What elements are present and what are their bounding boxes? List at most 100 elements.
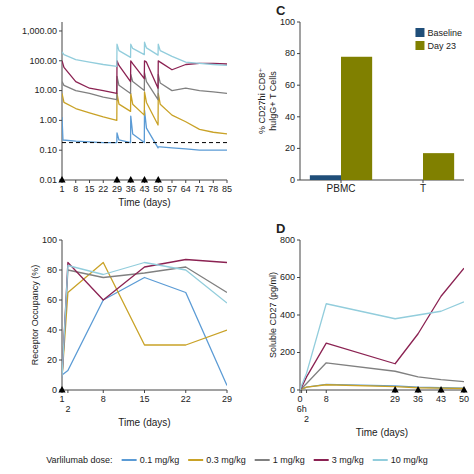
x-tick-label: 29 — [222, 394, 232, 404]
panel: 020406080100PBMCTC% CD27hi CD8⁺hulgG+ T … — [257, 3, 464, 194]
x-tick-label: T — [420, 183, 426, 194]
y-tick-label: 20 — [285, 143, 295, 153]
legend-swatch — [122, 459, 137, 461]
panel: 020040060080006h2829364350DTime (days)So… — [268, 221, 469, 438]
y-tick-label: 0 — [290, 385, 295, 395]
x-tick-label: 0 — [297, 394, 302, 404]
panel: 020406080100128152229Time (days)Receptor… — [30, 235, 232, 428]
x-tick-label: 57 — [167, 184, 177, 194]
y-tick-label: 100 — [42, 235, 57, 245]
y-tick-label: 0 — [52, 385, 57, 395]
dose-marker — [127, 176, 134, 182]
x-axis-label: Time (days) — [356, 427, 408, 438]
x-tick-label: 50 — [153, 184, 163, 194]
legend: BaselineDay 23 — [415, 28, 462, 51]
panel-title: C — [276, 3, 286, 18]
legend-label: 0.1 mg/kg — [140, 455, 180, 465]
markers — [58, 176, 161, 182]
series-line — [300, 302, 464, 390]
y-axis-label-line: Receptor Occupancy (%) — [30, 265, 40, 366]
dose-marker — [414, 386, 421, 392]
x-tick-label: 2 — [65, 404, 70, 414]
x-axis — [62, 390, 227, 391]
legend-label: Day 23 — [427, 41, 456, 51]
legend-label: 3 mg/kg — [332, 455, 364, 465]
dose-marker — [460, 386, 467, 392]
panel: 0.010.101.0010.00100.001,000.00181522293… — [22, 22, 232, 208]
y-axis-label-line: % CD27hi CD8⁺ — [257, 68, 267, 134]
x-tick-label: 8 — [324, 394, 329, 404]
legend-swatch — [373, 459, 388, 461]
x-tick-label: 22 — [98, 184, 108, 194]
x-tick-label: 8 — [73, 184, 78, 194]
markers — [58, 386, 65, 392]
y-axis-label: Soluble CD27 (pg/ml) — [268, 272, 278, 358]
y-axis-label-line: Soluble CD27 (pg/ml) — [268, 272, 278, 358]
legend-label: 10 mg/kg — [391, 455, 428, 465]
legend-swatch — [188, 459, 203, 461]
bar — [423, 153, 454, 180]
series-line — [62, 61, 227, 94]
series-line — [62, 278, 227, 386]
y-axis-label-line: hulgG+ T Cells — [268, 71, 278, 131]
y-tick-label: 0.10 — [39, 145, 57, 155]
x-tick-label: 36 — [413, 394, 423, 404]
legend-swatch — [255, 459, 270, 461]
y-axis-label: Receptor Occupancy (%) — [30, 265, 40, 366]
legend-swatch — [314, 459, 329, 461]
y-tick-label: 100 — [280, 17, 295, 27]
series-line — [300, 268, 464, 390]
y-tick-label: 1.00 — [39, 115, 57, 125]
y-tick-label: 60 — [285, 80, 295, 90]
y-tick-label: 20 — [47, 355, 57, 365]
dose-marker — [113, 176, 120, 182]
y-tick-label: 10.00 — [34, 85, 57, 95]
y-tick-label: 400 — [280, 310, 295, 320]
x-tick-label: 15 — [84, 184, 94, 194]
markers — [392, 386, 468, 392]
legend-swatch — [415, 41, 424, 50]
plot-area — [310, 57, 454, 180]
y-tick-label: 100.00 — [29, 56, 57, 66]
y-tick-label: 80 — [285, 48, 295, 58]
y-axis — [300, 240, 301, 390]
series-line — [300, 363, 464, 390]
y-axis-label: % CD27hi CD8⁺hulgG+ T Cells — [257, 68, 278, 134]
bar — [341, 57, 372, 180]
reference-line — [62, 142, 227, 143]
series-line — [62, 263, 227, 379]
chart: 0.010.101.0010.00100.001,000.00181522293… — [0, 0, 474, 474]
x-tick-label: PBMC — [327, 183, 356, 194]
dose-marker — [392, 386, 399, 392]
series-line — [62, 42, 227, 66]
x-tick-label: 71 — [194, 184, 204, 194]
y-tick-label: 40 — [47, 325, 57, 335]
legend-swatch — [415, 28, 424, 37]
series-line — [62, 263, 227, 379]
bar — [310, 175, 341, 180]
x-tick-label: 43 — [436, 394, 446, 404]
x-tick-label: 29 — [390, 394, 400, 404]
x-tick-label: 78 — [208, 184, 218, 194]
x-tick-label: 1 — [59, 394, 64, 404]
series-line — [62, 260, 227, 379]
x-tick-label: 22 — [181, 394, 191, 404]
y-tick-label: 40 — [285, 112, 295, 122]
series-line — [62, 92, 227, 134]
x-tick-label: 43 — [139, 184, 149, 194]
y-axis — [300, 22, 301, 180]
x-tick-label: 50 — [459, 394, 469, 404]
x-tick-label: 8 — [101, 394, 106, 404]
x-tick-label: 85 — [222, 184, 232, 194]
legend: Varlilumab dose:0.1 mg/kg0.3 mg/kg1 mg/k… — [46, 455, 428, 465]
plot-area — [62, 42, 227, 150]
panel-title: D — [276, 221, 285, 236]
x-tick-label: 2 — [304, 414, 309, 424]
y-tick-label: 1,000.00 — [22, 26, 57, 36]
y-tick-label: 800 — [280, 235, 295, 245]
y-axis — [62, 22, 63, 180]
dose-marker — [155, 176, 162, 182]
plot-area — [62, 260, 227, 386]
x-tick-label: 1 — [59, 184, 64, 194]
y-tick-label: 60 — [47, 295, 57, 305]
